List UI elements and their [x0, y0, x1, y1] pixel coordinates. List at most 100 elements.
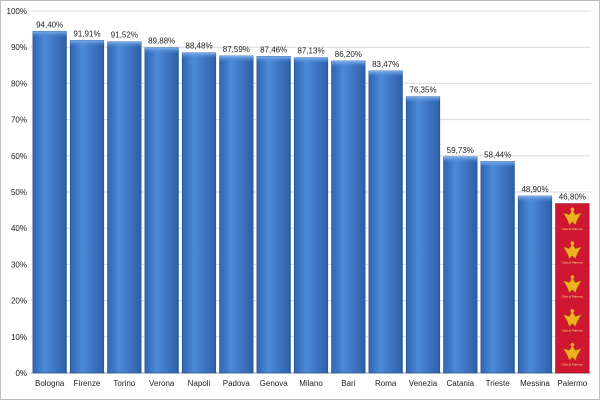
- bar-firenze: [69, 39, 105, 374]
- x-tick-label: Milano: [299, 379, 323, 388]
- emblem-caption: Città di Palermo: [562, 328, 584, 332]
- bar-group: [219, 55, 254, 374]
- eagle-head: [570, 309, 575, 313]
- bar-group: [107, 41, 142, 374]
- bar-top-gloss: [144, 47, 179, 54]
- emblem-caption: Città di Palermo: [562, 362, 584, 366]
- x-tick-label: Catania: [447, 379, 475, 388]
- data-label: 48,90%: [521, 185, 548, 194]
- bar-napoli: [181, 52, 217, 374]
- eagle-crest-icon: Città di Palermo: [562, 241, 584, 265]
- bar-genova: [256, 56, 291, 374]
- y-tick-label: 70%: [11, 116, 27, 125]
- x-tick-label: Roma: [375, 379, 397, 388]
- bar-top-gloss: [480, 161, 515, 168]
- y-tick-label: 0%: [15, 369, 27, 378]
- y-tick-label: 80%: [11, 79, 27, 88]
- bar-group: [69, 39, 105, 374]
- y-tick-label: 10%: [11, 333, 27, 342]
- bar-milano: [293, 57, 329, 374]
- bar-bari: [331, 60, 366, 374]
- y-tick-label: 100%: [7, 7, 27, 16]
- data-label: 94,40%: [36, 20, 63, 29]
- eagle-head: [570, 241, 575, 245]
- eagle-shape: [562, 277, 582, 293]
- bar-top-gloss: [256, 56, 291, 63]
- bar-top-gloss: [182, 52, 216, 59]
- eagle-shape: [562, 243, 582, 260]
- eagle-crest-icon: Città di Palermo: [562, 207, 584, 231]
- bar-group: [293, 57, 329, 374]
- eagle-crest-icon: Città di Palermo: [562, 343, 584, 366]
- eagle-crest-icon: Città di Palermo: [562, 309, 584, 332]
- eagle-shape: [562, 344, 582, 361]
- bar-messina: [517, 195, 553, 374]
- bar-group: [517, 195, 553, 374]
- emblem-caption: Città di Palermo: [562, 227, 584, 231]
- data-label: 83,47%: [372, 60, 399, 69]
- y-tick-label: 50%: [11, 188, 27, 197]
- bar-group: [480, 161, 515, 374]
- bar-torino: [107, 41, 142, 374]
- bar-top-gloss: [294, 57, 328, 64]
- y-tick-label: 40%: [11, 224, 27, 233]
- data-label: 87,13%: [297, 47, 324, 56]
- bar-top-gloss: [70, 40, 104, 47]
- x-tick-label: Firenze: [74, 379, 101, 388]
- bar-verona: [144, 47, 179, 374]
- eagle-head: [570, 275, 575, 279]
- bar-catania: [443, 156, 478, 374]
- bar-top-gloss: [107, 41, 142, 48]
- bar-top-gloss: [32, 31, 67, 38]
- bar-group: [256, 56, 291, 374]
- x-tick-label: Torino: [113, 379, 135, 388]
- data-label: 88,48%: [185, 42, 212, 51]
- y-tick-label: 60%: [11, 152, 27, 161]
- bar-top-gloss: [443, 156, 478, 163]
- bar-top-gloss: [406, 96, 440, 103]
- y-tick-label: 30%: [11, 260, 27, 269]
- x-tick-label: Venezia: [409, 379, 438, 388]
- bar-top-gloss: [331, 60, 366, 67]
- emblem-caption: Città di Palermo: [562, 261, 584, 265]
- x-tick-label: Messina: [520, 379, 550, 388]
- data-label: 58,44%: [484, 150, 511, 159]
- x-tick-label: Genova: [260, 379, 289, 388]
- data-label: 86,20%: [335, 50, 362, 59]
- x-tick-label: Padova: [223, 379, 251, 388]
- bar-group: [405, 96, 441, 374]
- bar-group: [144, 47, 179, 374]
- data-label: 87,46%: [260, 45, 287, 54]
- data-label: 87,59%: [223, 45, 250, 54]
- bar-top-gloss: [219, 55, 254, 62]
- data-label: 89,88%: [148, 37, 175, 46]
- bar-top-gloss: [518, 195, 552, 202]
- x-tick-label: Trieste: [486, 379, 511, 388]
- eagle-head: [570, 343, 575, 347]
- data-label: 59,73%: [447, 146, 474, 155]
- bar-group: [181, 52, 217, 374]
- bar-group: [32, 30, 67, 374]
- bar-group: Città di Palermo Città di Palermo Città di…: [555, 203, 590, 374]
- data-label: 91,52%: [111, 31, 138, 40]
- bar-bologna: [32, 30, 67, 374]
- y-tick-label: 20%: [11, 297, 27, 306]
- data-label: 46,80%: [559, 193, 586, 202]
- data-label: 91,91%: [73, 29, 100, 38]
- data-label: 76,35%: [409, 86, 436, 95]
- emblem-caption: Città di Palermo: [562, 295, 584, 299]
- bar-group: [443, 156, 478, 374]
- eagle-crest-icon: Città di Palermo: [562, 275, 584, 299]
- eagle-shape: [562, 311, 582, 327]
- bar-padova: [219, 55, 254, 374]
- bar-roma: [368, 70, 403, 374]
- eagle-shape: [562, 209, 582, 226]
- x-tick-label: Napoli: [188, 379, 211, 388]
- x-tick-label: Verona: [149, 379, 175, 388]
- bar-venezia: [405, 96, 441, 374]
- y-tick-label: 90%: [11, 43, 27, 52]
- bar-trieste: [480, 161, 515, 374]
- eagle-head: [570, 207, 575, 212]
